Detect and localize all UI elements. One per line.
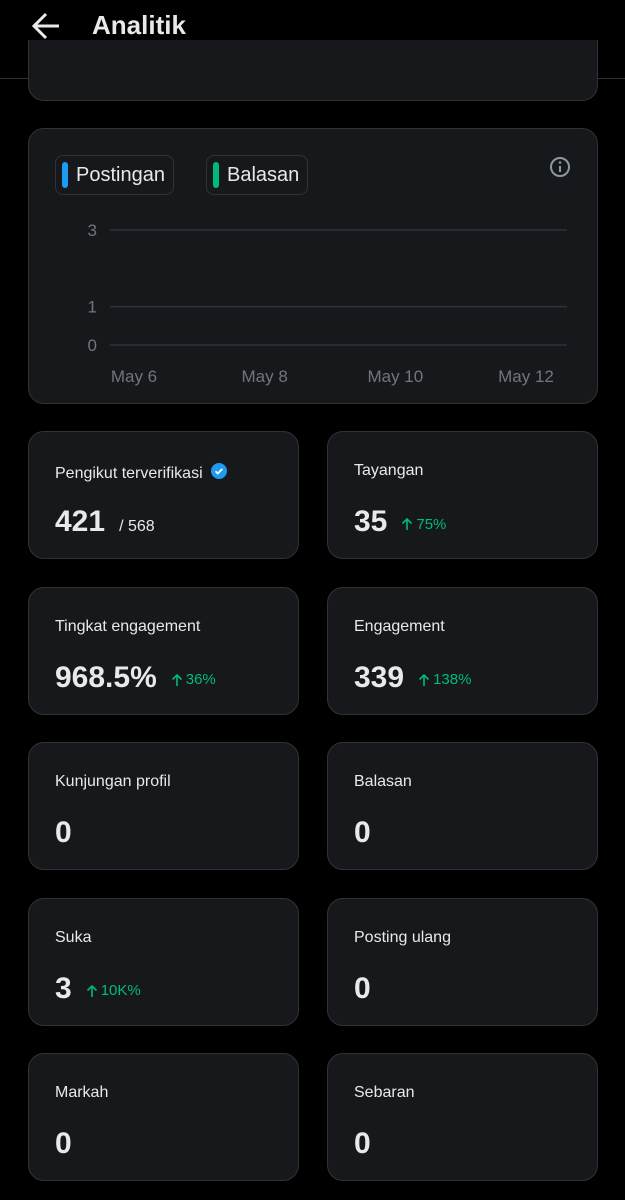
up-arrow <box>171 673 182 686</box>
stat-label: Markah <box>55 1084 108 1102</box>
stat-value: 0 <box>354 816 371 849</box>
info-icon[interactable] <box>548 155 572 179</box>
stat-card: Sebaran 0 <box>327 1053 598 1181</box>
stat-value-row: 0 <box>55 1127 72 1161</box>
stat-change: 36% <box>171 671 216 688</box>
stat-label: Balasan <box>354 773 412 791</box>
x-tick-label: May 10 <box>367 367 423 386</box>
stat-card: Posting ulang 0 <box>327 897 598 1026</box>
stat-label: Kunjungan profil <box>55 773 171 791</box>
back-button[interactable] <box>27 6 67 46</box>
stat-card: Markah 0 <box>28 1053 299 1181</box>
stat-label-text: Sebaran <box>354 1084 415 1101</box>
stat-value: 339 <box>354 660 405 694</box>
x-tick-label: May 6 <box>111 367 157 386</box>
stat-label-text: Balasan <box>354 773 412 790</box>
stat-value-row: 0 <box>354 816 371 850</box>
stat-label: Pengikut terverifikasi <box>55 462 228 483</box>
stat-label-text: Kunjungan profil <box>55 773 171 790</box>
stat-label: Engagement <box>354 618 445 636</box>
chart-card: Postingan Balasan <box>28 128 598 404</box>
stat-change-text: 10K% <box>100 982 141 999</box>
stat-label: Tingkat engagement <box>55 618 200 636</box>
stat-card: Kunjungan profil 0 <box>28 742 299 870</box>
up-arrow <box>402 517 413 530</box>
legend-swatch <box>62 162 68 188</box>
y-tick-label: 3 <box>88 221 97 240</box>
y-tick-label: 1 <box>88 298 97 317</box>
x-tick-label: May 8 <box>242 367 288 386</box>
stat-value-row: 0 <box>354 1127 371 1161</box>
stat-value-row: 339 138% <box>354 661 471 695</box>
stat-label-text: Markah <box>55 1084 109 1101</box>
stat-value: 0 <box>354 1127 371 1160</box>
stat-change: 138% <box>418 671 471 688</box>
stat-label-text: Tayangan <box>354 462 424 479</box>
stat-card: Balasan 0 <box>327 742 598 870</box>
stat-label: Sebaran <box>354 1084 415 1102</box>
stat-label: Suka <box>55 929 91 947</box>
stat-value: 3 <box>55 971 72 1005</box>
legend-label: Postingan <box>76 163 165 186</box>
stat-label-text: Pengikut terverifikasi <box>55 465 203 482</box>
legend-item: Postingan <box>55 155 174 195</box>
header-title: Analitik <box>92 10 186 40</box>
y-tick-label: 0 <box>88 336 97 355</box>
stat-change: 75% <box>401 516 446 533</box>
stat-secondary: / 568 <box>119 518 155 535</box>
stat-label: Tayangan <box>354 462 423 480</box>
legend-swatch <box>213 162 219 188</box>
up-arrow <box>86 984 97 997</box>
stat-change-text: 75% <box>416 515 447 533</box>
stat-value: 968.5% <box>55 660 157 694</box>
legend-item: Balasan <box>206 155 309 195</box>
stat-value-row: 3 10K% <box>55 972 141 1006</box>
stat-card: Tayangan 35 75% <box>327 431 598 559</box>
stat-card: Suka 3 10K% <box>28 897 299 1026</box>
chart: 0 1 3 May 6 May 8 May 10 May 12 <box>88 221 567 386</box>
up-arrow <box>418 673 430 686</box>
stat-value: 421 <box>55 505 106 538</box>
stat-value-row: 0 <box>55 816 72 850</box>
previous-chart-card <box>28 40 598 101</box>
stat-label-text: Engagement <box>354 617 445 635</box>
legend-label: Balasan <box>227 163 300 186</box>
stat-value-row: 421 / 568 <box>55 505 155 539</box>
stat-label-text: Tingkat engagement <box>55 617 201 635</box>
stat-value: 0 <box>354 971 371 1005</box>
stat-value: 0 <box>55 816 72 849</box>
stat-card: Tingkat engagement 968.5% 36% <box>28 586 299 715</box>
stat-label: Posting ulang <box>354 929 451 947</box>
stat-value: 35 <box>354 505 388 538</box>
x-tick-label: May 12 <box>498 367 554 386</box>
stat-card: Engagement 339 138% <box>327 586 598 715</box>
stat-value-row: 35 75% <box>354 505 446 539</box>
stat-label-text: Suka <box>55 928 92 946</box>
stat-label-text: Posting ulang <box>354 928 451 946</box>
stat-value: 0 <box>55 1127 72 1160</box>
verified-badge <box>210 463 227 479</box>
stat-change-text: 36% <box>185 671 216 688</box>
stat-value-row: 0 <box>354 972 371 1006</box>
stat-change-text: 138% <box>433 671 472 688</box>
stat-change: 10K% <box>86 982 141 999</box>
stat-card: Pengikut terverifikasi 421 / 568 <box>28 431 299 559</box>
stat-value-row: 968.5% 36% <box>55 661 216 695</box>
